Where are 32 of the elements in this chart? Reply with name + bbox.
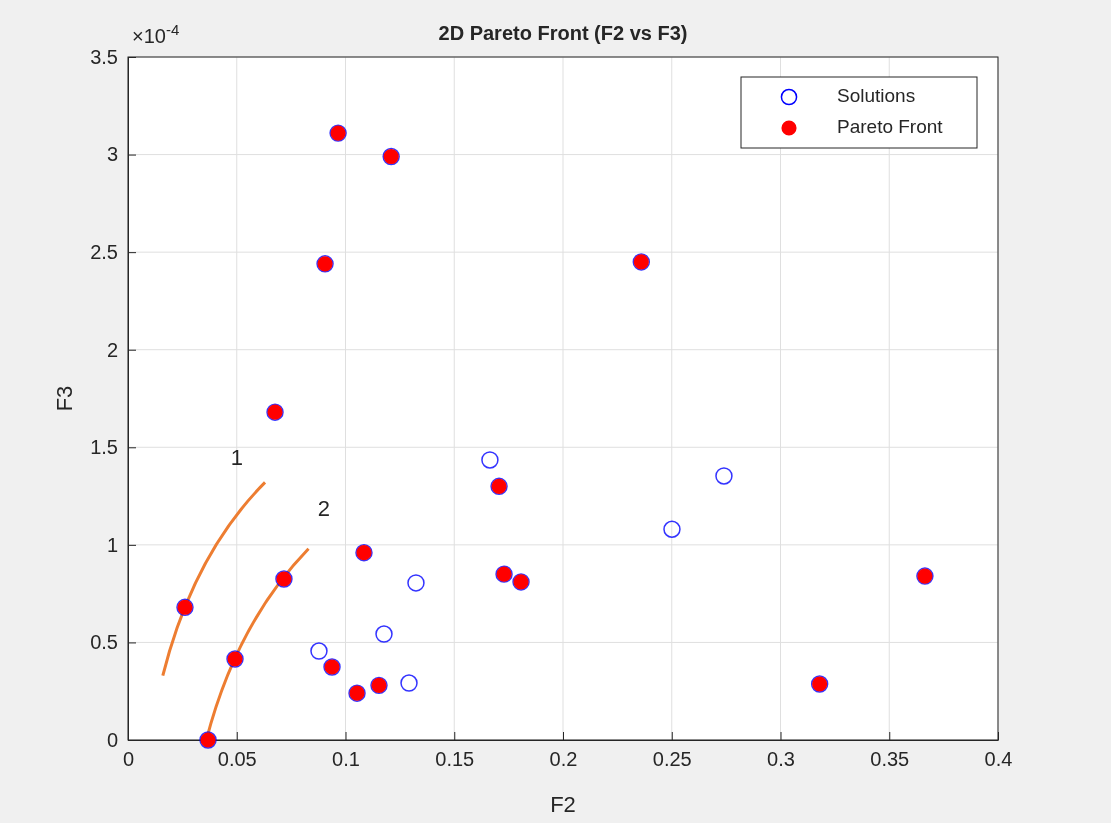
y-tick-label: 2 [106, 338, 118, 361]
y-tick-label: 1 [106, 533, 118, 556]
annotation: 1 [230, 444, 243, 470]
point [407, 574, 425, 592]
y-tick-label: 0 [106, 728, 118, 751]
x-tick-label: 0.25 [652, 748, 692, 771]
point [310, 642, 328, 660]
x-tick-label: 0.05 [217, 748, 257, 771]
point [481, 451, 499, 469]
x-tick-label: 0.1 [332, 748, 360, 771]
legend-label: Pareto Front [837, 116, 944, 138]
x-tick-label: 0.4 [984, 748, 1013, 771]
y-axis-title: F3 [52, 385, 77, 412]
y-tick-label: 3 [106, 143, 118, 166]
legend-label: Solutions [837, 85, 916, 107]
point [715, 467, 733, 485]
x-axis-title: F2 [550, 792, 576, 817]
x-tick-label: 0.3 [767, 748, 795, 771]
chart-title: 2D Pareto Front (F2 vs F3) [438, 22, 688, 44]
y-tick-label: 1.5 [90, 436, 118, 459]
x-tick-label: 0.2 [549, 748, 578, 771]
annotation: 2 [317, 495, 330, 521]
point [400, 674, 418, 692]
text: ×10$^{-4}$ [132, 20, 180, 47]
y-tick-label: 3.5 [90, 45, 118, 68]
y-tick-label: 2.5 [90, 241, 118, 264]
x-tick-label: 0 [122, 748, 135, 771]
point [663, 520, 681, 538]
x-tick-label: 0.15 [435, 748, 475, 771]
point [375, 625, 393, 643]
x-tick-label: 0.35 [870, 748, 910, 771]
y-tick-label: 0.5 [90, 631, 118, 654]
